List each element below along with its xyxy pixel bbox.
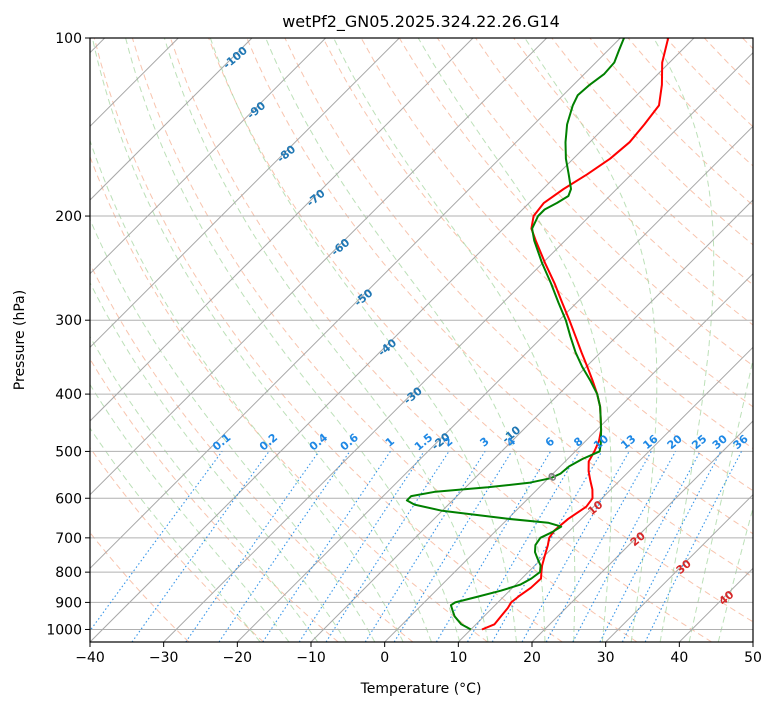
y-tick-label: 1000 [46,622,82,638]
moist-adiabat [125,38,461,642]
isotherm [605,493,753,642]
isotherm [163,51,753,642]
dry-adiabat [246,38,753,578]
plot-frame [89,37,754,643]
moist-adiabat [91,38,432,642]
y-tick-label: 400 [55,387,82,403]
moist-adiabat [688,356,753,642]
x-tick-label: 40 [670,650,688,666]
x-tick-label: −10 [296,650,326,666]
x-tick-label: 20 [523,650,541,666]
moist-adiabat [163,38,489,642]
moist-adiabat [90,281,347,642]
x-axis-title: Temperature (°C) [360,681,482,697]
x-tick-label: 0 [380,650,389,666]
y-tick-label: 100 [55,31,82,47]
dry-adiabat [90,358,339,642]
moist-adiabat [417,38,612,642]
dry-adiabat [90,446,264,642]
isotherm [90,38,621,570]
chart-title: wetPf2_GN05.2025.324.22.26.G14 [282,12,560,32]
moist-adiabat [90,139,404,642]
isotherm [90,38,327,275]
moist-adiabat [717,506,753,642]
moist-adiabat [90,335,319,642]
dry-adiabat [90,262,414,642]
y-tick-label: 500 [55,444,82,460]
mixing-ratio-line [621,451,722,642]
y-tick-label: 700 [55,531,82,547]
moist-adiabat [90,383,290,642]
isotherm [310,199,753,642]
x-tick-label: −40 [75,650,105,666]
mixing-ratio-line [298,451,425,642]
isotherm [90,38,548,496]
y-axis-title: Pressure (hPa) [12,290,28,390]
moist-adiabat [265,38,546,642]
x-tick-label: 30 [597,650,615,666]
plot-area [90,38,753,642]
isotherm [90,38,253,201]
mixing-ratio-line [90,451,223,632]
mixing-ratio-line [393,451,513,642]
dry-adiabat [208,38,753,623]
isotherm [236,125,753,642]
y-tick-label: 800 [55,565,82,581]
mixing-ratio-line [218,451,351,642]
data-series [405,38,670,631]
dry-adiabat [322,38,753,492]
isotherm [90,38,695,642]
y-tick-label: 600 [55,491,82,507]
moist-adiabat [524,38,658,642]
isotherm [384,272,753,642]
dry-adiabat [475,38,753,326]
y-tick-label: 200 [55,209,82,225]
x-tick-label: −20 [223,650,253,666]
y-axis: 100 200 300 400 500 600 700 800 900 1000 [46,31,90,638]
isotherm [90,38,400,349]
series-line-dewpoint [405,38,625,631]
mixing-ratio-line [131,451,270,642]
mixing-ratio-line [644,451,742,642]
moist-adiabat [653,38,715,642]
dry-adiabat [284,38,753,535]
mixing-ratio-line [262,451,391,642]
mixing-ratio-line [521,451,630,642]
dry-adiabat [93,38,563,642]
mixing-ratio-line [325,451,450,642]
moist-adiabat [90,427,261,642]
moist-adiabat [90,218,376,642]
y-tick-label: 900 [55,595,82,611]
dry-adiabat [513,38,753,286]
isotherm [457,346,753,642]
x-tick-label: 10 [449,650,467,666]
y-tick-label: 300 [55,313,82,329]
x-tick-label: 50 [744,650,762,666]
x-tick-label: −30 [149,650,179,666]
x-axis: −40 −30 −20 −10 0 10 20 30 40 50 [75,642,762,666]
isotherm [90,38,474,422]
mixing-ratio-line [545,451,652,642]
mixing-ratio-line [185,451,320,642]
mixing-ratio-line [572,451,676,642]
isotherm [531,420,753,642]
moist-adiabat [209,38,517,642]
